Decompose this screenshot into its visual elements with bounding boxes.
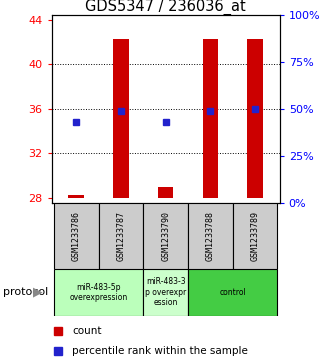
Text: miR-483-3
p overexpr
ession: miR-483-3 p overexpr ession — [145, 277, 186, 307]
Text: ▶: ▶ — [33, 286, 42, 299]
Bar — [233, 203, 277, 269]
Text: GSM1233789: GSM1233789 — [251, 211, 260, 261]
Text: percentile rank within the sample: percentile rank within the sample — [72, 346, 248, 356]
Bar — [158, 187, 173, 198]
Bar — [54, 269, 143, 316]
Bar — [143, 269, 188, 316]
Text: GSM1233787: GSM1233787 — [117, 211, 126, 261]
Text: GSM1233790: GSM1233790 — [161, 211, 170, 261]
Text: control: control — [219, 288, 246, 297]
Text: protocol: protocol — [3, 287, 49, 297]
Bar — [202, 39, 218, 198]
Bar — [54, 203, 99, 269]
Bar — [247, 39, 263, 198]
Text: GSM1233786: GSM1233786 — [72, 211, 81, 261]
Title: GDS5347 / 236036_at: GDS5347 / 236036_at — [85, 0, 246, 15]
Text: GSM1233788: GSM1233788 — [206, 211, 215, 261]
Bar — [143, 203, 188, 269]
Bar — [113, 39, 129, 198]
Text: count: count — [72, 326, 102, 336]
Bar — [99, 203, 143, 269]
Bar — [188, 203, 233, 269]
Bar — [68, 195, 84, 198]
Bar — [188, 269, 277, 316]
Text: miR-483-5p
overexpression: miR-483-5p overexpression — [70, 282, 128, 302]
